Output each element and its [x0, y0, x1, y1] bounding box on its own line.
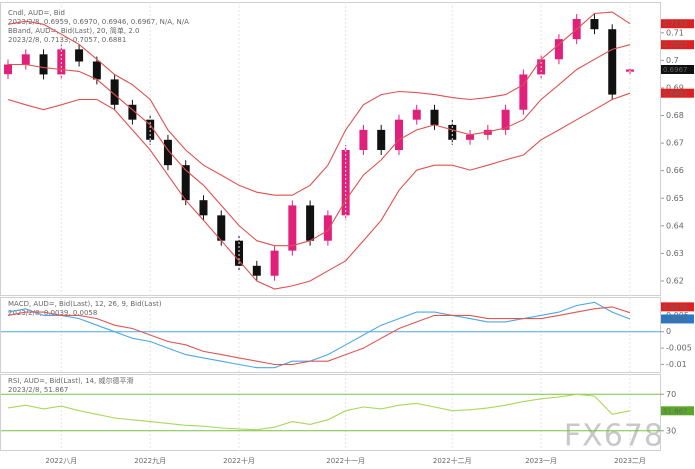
value-tag [661, 19, 694, 29]
candle-body [252, 265, 261, 276]
candle-body [430, 109, 439, 125]
series-line [7, 306, 631, 366]
y-tick-label: 0.66 [666, 166, 684, 175]
series-line [7, 393, 631, 431]
candle-body [199, 200, 208, 216]
y-tick-label: 0.64 [666, 221, 684, 230]
candle-body [110, 79, 119, 105]
legend-text: 2023/2/8, 0.0039, 0.0058 [8, 309, 97, 317]
candle-body [57, 49, 66, 75]
value-tag-label: 51.867 [663, 407, 688, 415]
candle-body [39, 54, 48, 75]
candle-body [590, 19, 599, 30]
candle-body [412, 109, 421, 120]
candle-body [608, 29, 617, 95]
candle-body [75, 49, 84, 62]
legend-text: RSI, AUD=, Bid(Last), 14, 威尔德平滑 [8, 376, 133, 385]
value-tag-label: 0.6967 [663, 66, 688, 74]
candle-body [288, 205, 297, 251]
candle-body [146, 119, 155, 140]
value-tag-label: 0.0039 [663, 315, 688, 323]
candle-body [21, 54, 30, 65]
legend-text: MACD, AUD=, Bid(Last), 12, 26, 9, Bid(La… [8, 300, 162, 308]
y-tick-label: 0.71 [666, 28, 684, 37]
y-tick-label: -0.005 [666, 344, 692, 353]
watermark: FX678 [564, 419, 664, 454]
candle-body [181, 165, 190, 201]
candle-body [377, 129, 386, 150]
legend-text: 2023/2/8, 0.6959, 0.6970, 0.6946, 0.6967… [8, 18, 189, 26]
y-tick-label: 0.65 [666, 194, 684, 203]
x-tick-label: 2023一月 [525, 457, 557, 465]
candle-body [163, 139, 172, 166]
value-tag [661, 88, 694, 98]
rsi-panel [0, 374, 661, 451]
candle-body [501, 109, 510, 130]
y-tick-label: 30 [666, 426, 676, 435]
candle-body [323, 215, 332, 241]
x-tick-label: 2022十二月 [433, 456, 472, 465]
y-tick-label: -0.01 [666, 360, 687, 369]
legend-text: Cndl, AUD=, Bid [8, 9, 65, 17]
candle-body [554, 39, 563, 60]
macd-panel [0, 297, 661, 373]
x-tick-label: 2023二月 [614, 457, 646, 465]
value-tag-label: 0.7133 [663, 20, 688, 28]
legend-text: BBand, AUD=, Bid(Last), 20, 简单, 2.0 [8, 26, 139, 35]
candle-body [466, 134, 475, 140]
value-tag [661, 406, 694, 416]
candle-body [217, 215, 226, 241]
value-tag [661, 302, 694, 312]
candle-body [394, 119, 403, 150]
value-tag [661, 64, 694, 74]
y-tick-label: 0.69 [666, 83, 684, 92]
series-line [7, 11, 631, 196]
candle-body [448, 124, 457, 140]
y-tick-label: 0 [666, 327, 671, 336]
x-tick-label: 2022九月 [134, 456, 166, 465]
x-tick-label: 2022十一月 [326, 456, 365, 465]
value-tag-label: 0.6881 [663, 90, 688, 98]
value-tag [661, 40, 694, 50]
candle-body [306, 205, 315, 241]
candle-body [519, 74, 528, 110]
y-tick-label: 0.68 [666, 111, 684, 120]
candle-body [235, 240, 244, 266]
x-tick-label: 2022八月 [45, 457, 77, 465]
y-tick-label: 0.63 [666, 249, 684, 258]
candle-body [270, 250, 279, 276]
series-line [7, 92, 631, 290]
value-tag-label: 0.7057 [663, 41, 688, 49]
price-panel [0, 2, 661, 296]
candle-body [4, 64, 12, 75]
x-tick-label: 2022十月 [223, 456, 255, 465]
y-tick-label: 0.62 [666, 276, 684, 285]
y-tick-label: 0.67 [666, 139, 684, 148]
value-tag [661, 314, 694, 324]
candle-body [483, 129, 492, 135]
y-tick-label: 70 [666, 390, 676, 399]
candle-body [92, 61, 101, 80]
y-tick-label: 0.7 [666, 56, 679, 65]
legend-text: 2023/2/8, 0.7133, 0.7057, 0.6881 [8, 36, 126, 44]
candle-body [359, 129, 368, 150]
legend-text: 2023/2/8, 51.867 [8, 386, 68, 394]
candle-body [128, 104, 137, 120]
value-tag-label: 0.0076 [663, 303, 688, 311]
series-line [8, 44, 631, 247]
